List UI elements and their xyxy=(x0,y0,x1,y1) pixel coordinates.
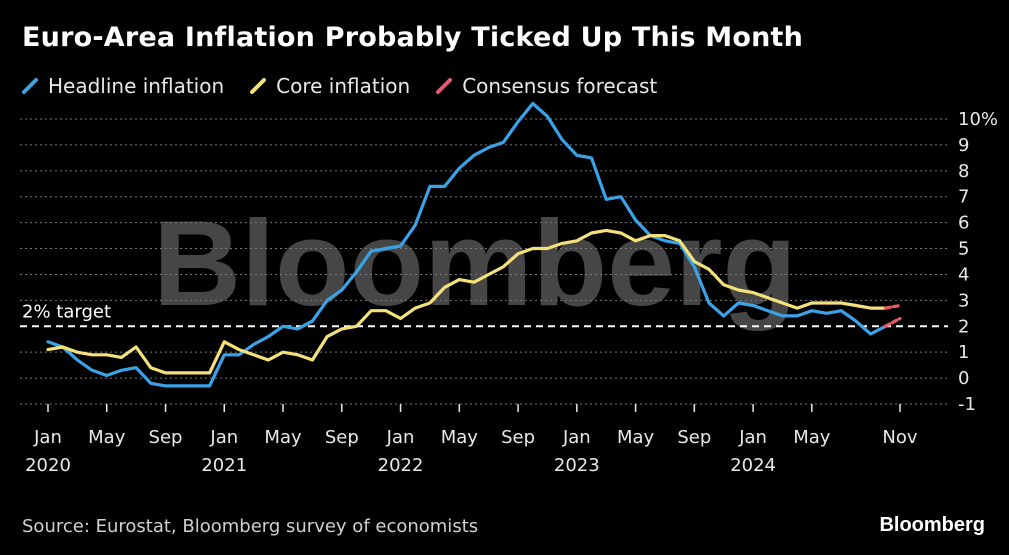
x-tick-label: Nov xyxy=(882,427,917,448)
x-axis: Jan 2020 May Sep Jan 2021 May Sep Jan 2022 May Sep J… xyxy=(25,404,918,476)
x-tick-label: Sep xyxy=(325,427,359,448)
y-tick-label: 4 xyxy=(958,264,969,285)
legend-swatch-consensus-icon xyxy=(436,78,453,94)
x-tick-label: Jan xyxy=(738,427,767,448)
series-segment-consensus-forecast-1 xyxy=(883,316,902,328)
target-label: 2% target xyxy=(22,301,111,322)
x-tick-label: Jan xyxy=(33,427,62,448)
target-reference: 2% target xyxy=(20,301,948,328)
legend-item-headline: Headline inflation xyxy=(22,74,224,98)
legend-item-core: Core inflation xyxy=(250,74,410,98)
y-tick-label: 9 xyxy=(958,135,969,156)
series-line-core-inflation xyxy=(46,228,887,375)
x-tick-label: May xyxy=(793,427,831,448)
x-tick-label: Sep xyxy=(677,427,711,448)
x-tick-label: May xyxy=(441,427,479,448)
x-tick-year-label: 2021 xyxy=(201,455,247,476)
x-tick-label: Sep xyxy=(501,427,535,448)
series-line-headline-inflation xyxy=(46,101,887,388)
legend-label-headline: Headline inflation xyxy=(48,74,225,98)
y-tick-label: 6 xyxy=(958,213,969,234)
x-tick-label: Jan xyxy=(386,427,415,448)
y-tick-label: -1 xyxy=(958,394,976,415)
x-tick-label: May xyxy=(617,427,655,448)
x-tick-label: Jan xyxy=(209,427,238,448)
brand-logo: Bloomberg xyxy=(879,514,985,536)
y-tick-label: 7 xyxy=(958,187,969,208)
series-lines xyxy=(46,101,902,388)
y-tick-label: 2 xyxy=(958,316,969,337)
legend-swatch-core-icon xyxy=(250,78,267,94)
x-tick-year-label: 2020 xyxy=(25,455,71,476)
y-tick-label: 10% xyxy=(958,109,998,130)
y-tick-label: 5 xyxy=(958,239,969,260)
x-tick-year-label: 2023 xyxy=(554,455,600,476)
legend-swatch-headline-icon xyxy=(22,78,38,94)
x-tick-label: Sep xyxy=(149,427,183,448)
legend-label-consensus: Consensus forecast xyxy=(462,74,658,98)
series-segment-consensus-forecast-0 xyxy=(883,303,902,310)
y-axis-labels: 10% 9 8 7 6 5 4 3 2 1 0 -1 xyxy=(958,109,998,415)
y-tick-label: 3 xyxy=(958,290,969,311)
y-tick-label: 1 xyxy=(958,342,969,363)
x-tick-label: May xyxy=(88,427,126,448)
y-tick-label: 0 xyxy=(958,368,969,389)
x-tick-year-label: 2024 xyxy=(730,455,776,476)
watermark: Bloomberg xyxy=(153,195,797,331)
x-tick-year-label: 2022 xyxy=(378,455,424,476)
x-tick-label: Jan xyxy=(562,427,591,448)
legend-label-core: Core inflation xyxy=(276,74,411,98)
chart-title: Euro-Area Inflation Probably Ticked Up T… xyxy=(22,22,804,53)
source-note: Source: Eurostat, Bloomberg survey of ec… xyxy=(22,516,479,537)
x-tick-label: May xyxy=(264,427,302,448)
legend-item-consensus: Consensus forecast xyxy=(436,74,657,98)
y-tick-label: 8 xyxy=(958,161,969,182)
chart-legend: Headline inflation Core inflation Consen… xyxy=(22,74,683,98)
